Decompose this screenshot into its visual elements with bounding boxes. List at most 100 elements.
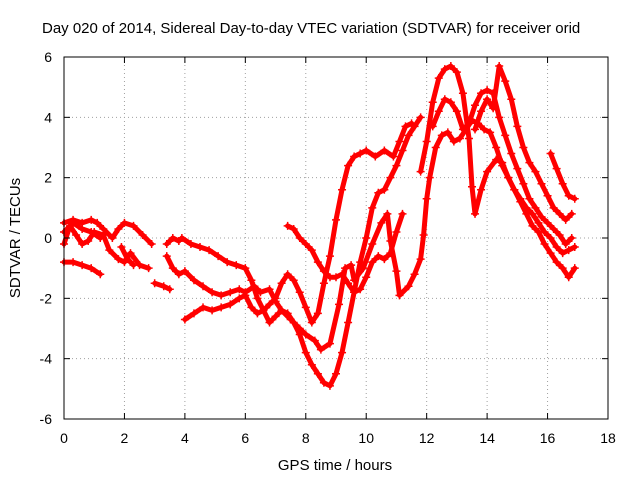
data-point (501, 131, 510, 140)
data-point (504, 173, 513, 182)
data-point (371, 152, 380, 161)
data-point (186, 240, 195, 249)
data-point (235, 294, 244, 303)
data-point (416, 167, 425, 176)
data-point (289, 318, 298, 327)
data-point (416, 255, 425, 264)
data-point (84, 237, 93, 246)
data-point (338, 185, 347, 194)
data-point (552, 243, 561, 252)
data-point (313, 309, 322, 318)
data-point (180, 267, 189, 276)
data-point (543, 191, 552, 200)
x-tick-label: 14 (479, 430, 495, 446)
data-point (510, 185, 519, 194)
data-point (564, 273, 573, 282)
data-point (253, 309, 262, 318)
data-point (108, 234, 117, 242)
data-point (552, 164, 561, 173)
data-point (483, 86, 492, 95)
data-point (471, 125, 480, 134)
data-point (570, 194, 579, 203)
data-point (253, 294, 262, 303)
data-point (177, 234, 186, 242)
data-point (543, 218, 552, 227)
data-point (440, 95, 449, 104)
y-tick-label: -4 (40, 351, 53, 367)
x-tick-label: 8 (302, 430, 310, 446)
data-point (486, 128, 495, 137)
data-point (307, 360, 316, 369)
series-trace-m (428, 86, 576, 249)
series-trace-e (117, 243, 138, 270)
data-point (492, 143, 501, 152)
data-point (295, 234, 304, 242)
data-point (525, 194, 534, 203)
data-point (283, 309, 292, 318)
data-point (347, 261, 356, 270)
data-point (168, 234, 177, 242)
data-point (483, 167, 492, 176)
data-point (570, 243, 579, 252)
data-point (325, 252, 334, 261)
data-point (295, 330, 304, 339)
data-point (522, 209, 531, 218)
x-tick-label: 16 (540, 430, 556, 446)
data-point (564, 191, 573, 200)
data-point (350, 152, 359, 161)
data-point (223, 258, 232, 267)
data-point (217, 291, 226, 300)
x-tick-label: 18 (600, 430, 616, 446)
data-point (492, 155, 501, 164)
data-point (362, 234, 371, 242)
data-point (389, 152, 398, 161)
data-point (232, 261, 241, 270)
data-point (552, 258, 561, 267)
data-point (477, 185, 486, 194)
data-point (208, 306, 217, 315)
data-point (528, 221, 537, 230)
data-point (540, 240, 549, 249)
data-point (567, 234, 576, 242)
data-point (558, 179, 567, 188)
data-point (247, 303, 256, 312)
data-point (87, 264, 96, 273)
data-point (271, 312, 280, 321)
data-point (537, 212, 546, 221)
data-point (428, 98, 437, 107)
x-axis-label: GPS time / hours (278, 457, 392, 474)
data-point (162, 252, 171, 261)
data-point (362, 146, 371, 155)
data-point (395, 137, 404, 146)
data-point (561, 240, 570, 249)
data-point (419, 230, 428, 239)
data-point (117, 243, 126, 252)
data-point (395, 291, 404, 300)
data-point (561, 215, 570, 224)
data-point (168, 264, 177, 273)
data-point (325, 339, 334, 348)
data-point (162, 240, 171, 249)
y-tick-label: -2 (40, 290, 53, 306)
data-point (129, 261, 138, 270)
data-point (123, 255, 132, 264)
data-point (295, 288, 304, 297)
data-point (446, 62, 455, 71)
y-tick-label: 6 (44, 49, 52, 65)
data-point (87, 215, 96, 224)
data-point (332, 369, 340, 378)
data-point (368, 258, 377, 267)
plot-area (60, 62, 579, 390)
data-point (513, 164, 522, 173)
data-point (495, 62, 504, 71)
data-point (380, 146, 389, 155)
series-trace-j (180, 119, 416, 327)
data-point (344, 279, 353, 288)
data-point (392, 161, 401, 170)
data-point (196, 243, 204, 252)
data-point (126, 249, 135, 258)
data-point (380, 185, 389, 194)
data-point (546, 149, 555, 158)
data-point (483, 95, 492, 104)
data-point (301, 303, 310, 312)
